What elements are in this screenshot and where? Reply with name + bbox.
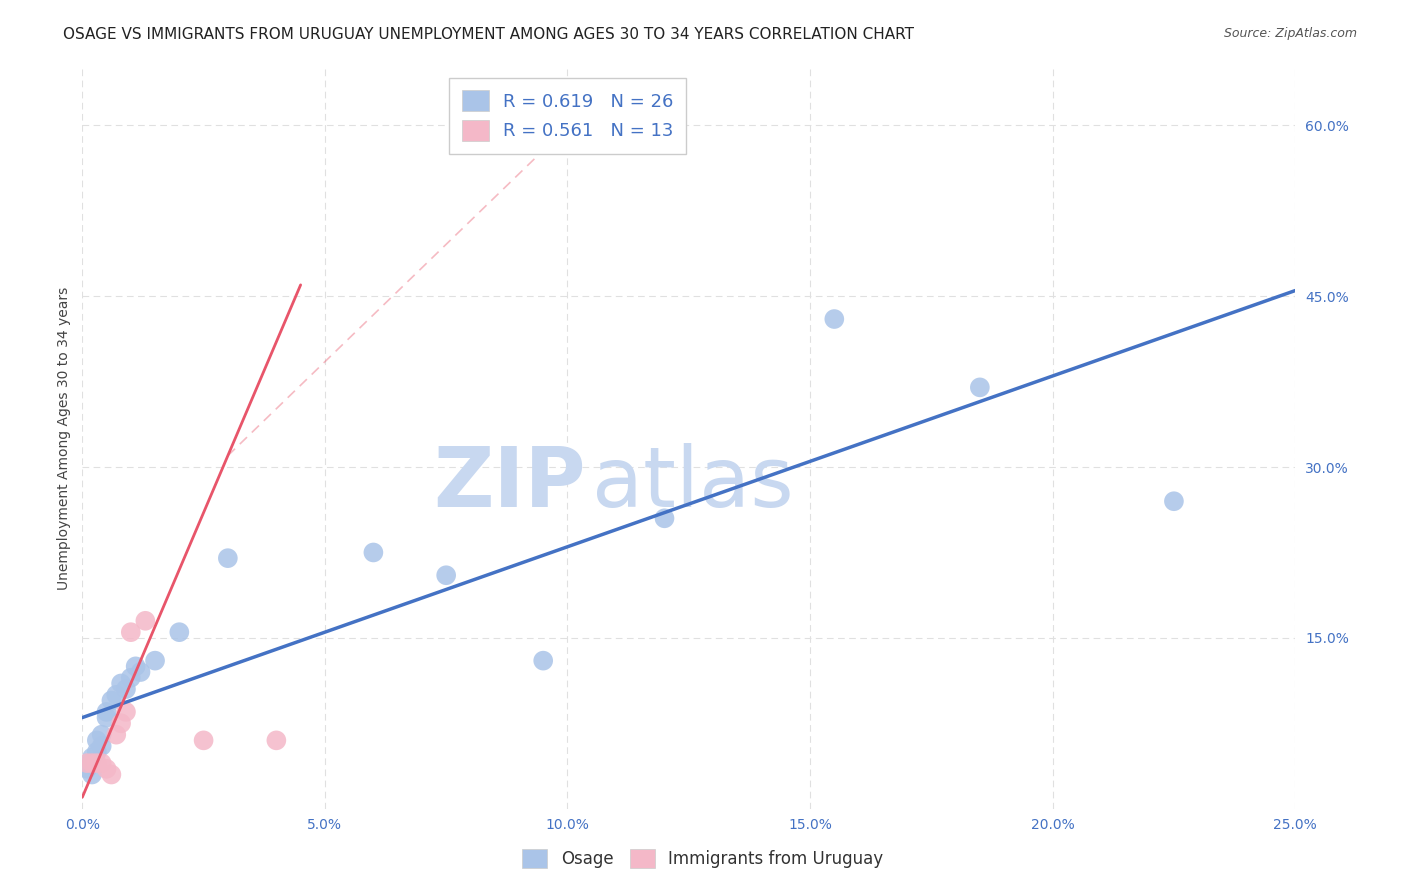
Point — [115, 705, 138, 719]
Point — [266, 733, 288, 747]
Point — [217, 551, 239, 566]
Point — [134, 614, 156, 628]
Point — [129, 665, 152, 679]
Text: ZIP: ZIP — [433, 442, 586, 524]
Point — [654, 511, 676, 525]
Point — [143, 654, 166, 668]
Point — [105, 728, 128, 742]
Text: OSAGE VS IMMIGRANTS FROM URUGUAY UNEMPLOYMENT AMONG AGES 30 TO 34 YEARS CORRELAT: OSAGE VS IMMIGRANTS FROM URUGUAY UNEMPLO… — [63, 27, 914, 42]
Point — [363, 545, 385, 559]
Point — [86, 733, 108, 747]
Point — [434, 568, 457, 582]
Point — [80, 767, 103, 781]
Point — [100, 693, 122, 707]
Point — [96, 710, 118, 724]
Point — [76, 756, 98, 771]
Point — [120, 625, 142, 640]
Point — [96, 705, 118, 719]
Y-axis label: Unemployment Among Ages 30 to 34 years: Unemployment Among Ages 30 to 34 years — [58, 287, 72, 591]
Point — [115, 682, 138, 697]
Point — [124, 659, 146, 673]
Point — [120, 671, 142, 685]
Point — [110, 676, 132, 690]
Legend: R = 0.619   N = 26, R = 0.561   N = 13: R = 0.619 N = 26, R = 0.561 N = 13 — [449, 78, 686, 153]
Point — [86, 745, 108, 759]
Text: Source: ZipAtlas.com: Source: ZipAtlas.com — [1223, 27, 1357, 40]
Point — [76, 762, 98, 776]
Point — [169, 625, 191, 640]
Point — [90, 728, 112, 742]
Text: atlas: atlas — [592, 442, 793, 524]
Point — [80, 756, 103, 771]
Point — [823, 312, 845, 326]
Point — [531, 654, 554, 668]
Point — [90, 739, 112, 753]
Point — [105, 688, 128, 702]
Legend: Osage, Immigrants from Uruguay: Osage, Immigrants from Uruguay — [516, 842, 890, 875]
Point — [969, 380, 991, 394]
Point — [193, 733, 215, 747]
Point — [96, 762, 118, 776]
Point — [90, 756, 112, 771]
Point — [100, 767, 122, 781]
Point — [1163, 494, 1185, 508]
Point — [86, 756, 108, 771]
Point — [80, 750, 103, 764]
Point — [110, 716, 132, 731]
